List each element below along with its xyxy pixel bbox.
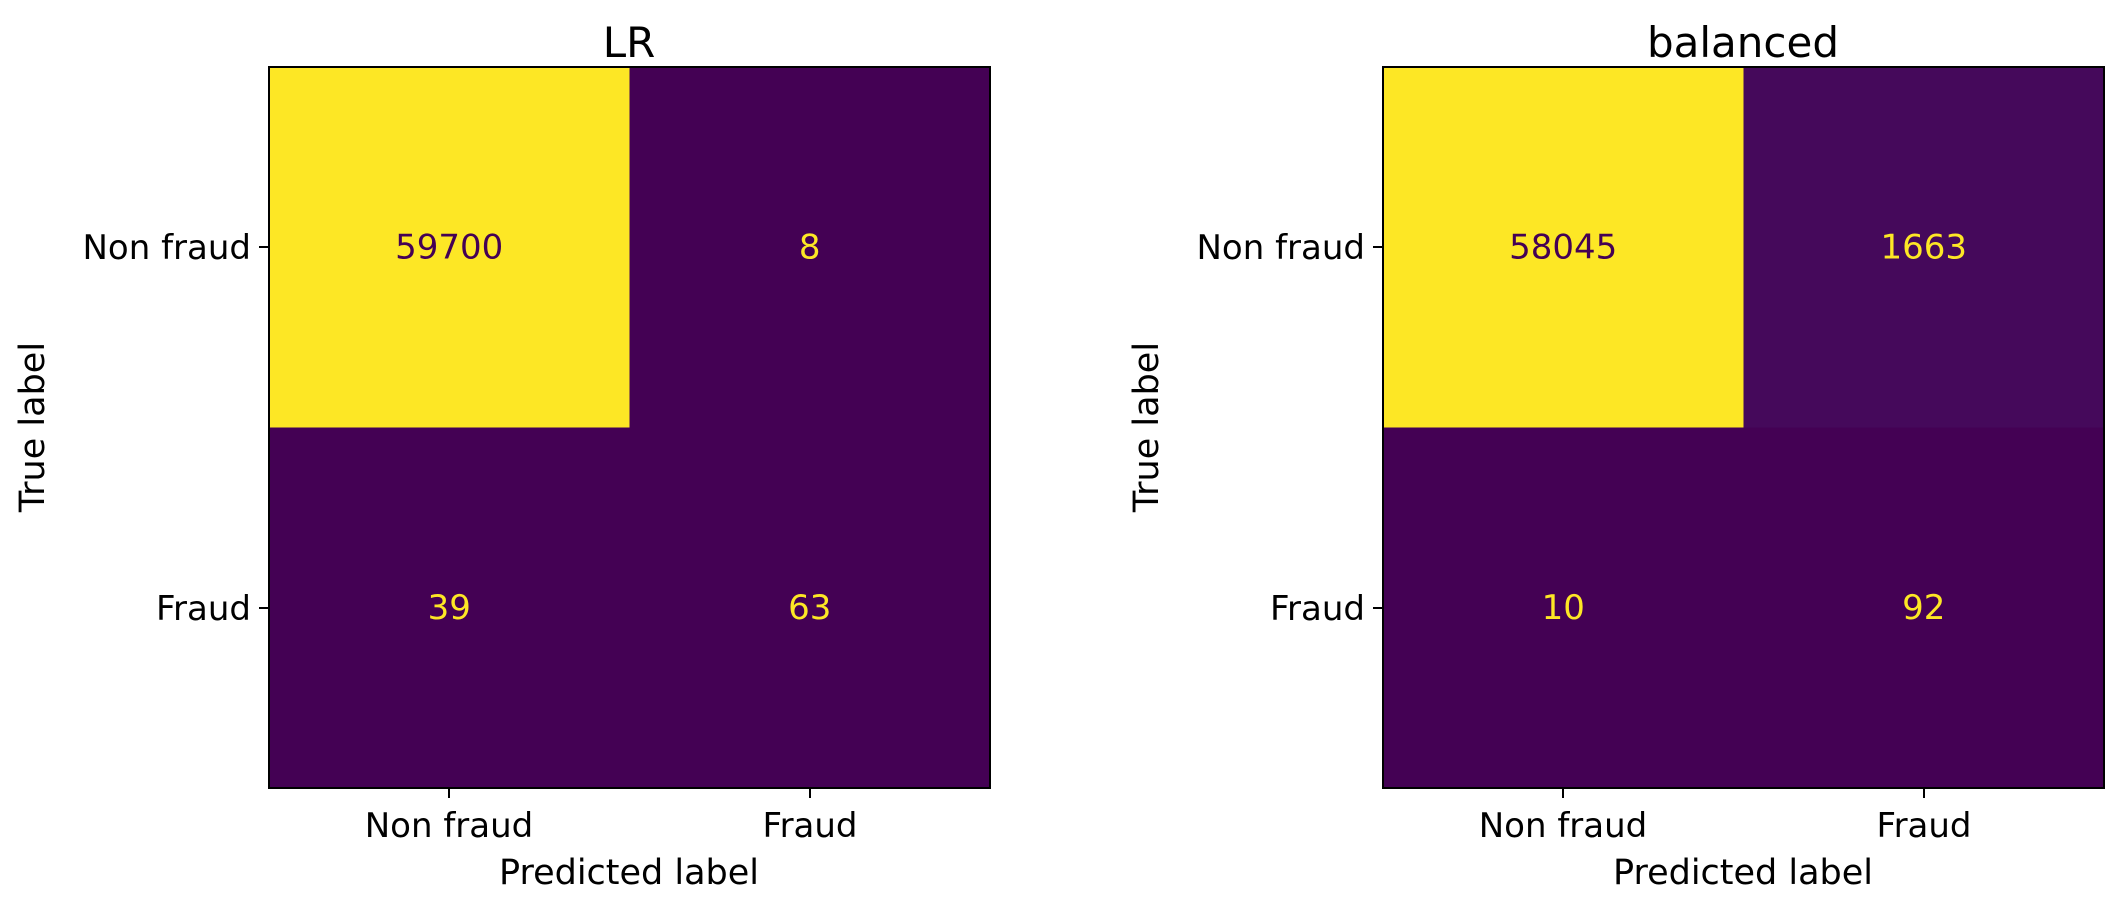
chart-title: LR bbox=[603, 18, 656, 67]
cell-value-label: 10 bbox=[1542, 588, 1585, 628]
y-axis-label: True label bbox=[13, 342, 53, 513]
panel-lr: LR 59700 839 63 Non fraud Fraud Non fraud … bbox=[13, 18, 991, 893]
matrix-cell bbox=[1383, 427, 1744, 789]
matrix-cell bbox=[629, 67, 991, 428]
cell-value-label: 39 bbox=[428, 588, 471, 628]
cell-group: 59700 8 39 63 bbox=[269, 67, 991, 789]
y-tick-label: Non fraud bbox=[82, 228, 251, 268]
chart-title: balanced bbox=[1647, 18, 1839, 67]
cell-value-label: 59700 bbox=[395, 227, 503, 267]
x-tick-label: Fraud bbox=[762, 806, 857, 846]
matrix-cell bbox=[269, 427, 630, 789]
plot-frame bbox=[268, 66, 991, 789]
y-tick-label: Fraud bbox=[1270, 589, 1365, 629]
panel-balanced: balanced 58045 1663 10 92 Non fraud Fraud N… bbox=[1127, 18, 2105, 893]
cell-value-label: 63 bbox=[788, 588, 831, 628]
matrix-cell bbox=[269, 67, 630, 428]
cell-group: 58045 1663 10 92 bbox=[1383, 67, 2105, 789]
cell-value-label: 1663 bbox=[1880, 227, 1967, 267]
cell-value-label: 92 bbox=[1902, 588, 1945, 628]
x-tick-label: Non fraud bbox=[365, 806, 534, 846]
y-axis-label: True label bbox=[1127, 342, 1167, 513]
cell-value-label: 58045 bbox=[1509, 227, 1617, 267]
matrix-cell bbox=[1743, 67, 2105, 428]
plot-frame bbox=[1382, 66, 2105, 789]
x-tick-label: Non fraud bbox=[1479, 806, 1648, 846]
x-tick-label: Fraud bbox=[1876, 806, 1971, 846]
y-tick-label: Non fraud bbox=[1196, 228, 1365, 268]
y-tick-label: Fraud bbox=[156, 589, 251, 629]
matrix-cell bbox=[1743, 427, 2105, 789]
matrix-cell bbox=[1383, 67, 1744, 428]
cell-value-label: 8 bbox=[799, 227, 821, 267]
x-axis-label: Predicted label bbox=[1613, 853, 1873, 893]
matrix-cell bbox=[629, 427, 991, 789]
x-axis-label: Predicted label bbox=[499, 853, 759, 893]
